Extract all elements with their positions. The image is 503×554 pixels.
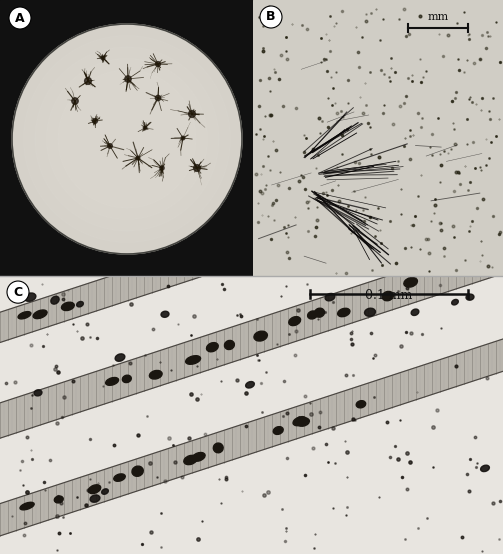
Text: cm: cm <box>19 10 36 20</box>
Text: mm: mm <box>428 12 449 22</box>
Ellipse shape <box>194 260 203 269</box>
Ellipse shape <box>254 331 268 341</box>
Ellipse shape <box>90 495 100 502</box>
Circle shape <box>7 281 29 303</box>
Ellipse shape <box>114 474 125 481</box>
Ellipse shape <box>76 301 83 307</box>
Ellipse shape <box>106 377 119 386</box>
Ellipse shape <box>308 311 317 319</box>
Circle shape <box>160 166 164 170</box>
Circle shape <box>155 95 160 101</box>
Ellipse shape <box>33 310 47 319</box>
Ellipse shape <box>415 182 428 189</box>
Text: B: B <box>266 11 276 23</box>
Circle shape <box>9 7 31 29</box>
Ellipse shape <box>161 311 169 317</box>
Ellipse shape <box>289 317 301 326</box>
Ellipse shape <box>24 293 36 301</box>
Text: A: A <box>15 12 25 24</box>
Circle shape <box>72 98 78 104</box>
Ellipse shape <box>122 375 131 383</box>
Ellipse shape <box>466 294 474 300</box>
Ellipse shape <box>280 225 293 235</box>
Ellipse shape <box>415 188 425 196</box>
Ellipse shape <box>224 340 234 350</box>
Circle shape <box>101 56 105 60</box>
Ellipse shape <box>314 308 324 317</box>
Circle shape <box>189 111 196 117</box>
Circle shape <box>93 119 98 124</box>
Circle shape <box>125 76 131 82</box>
Ellipse shape <box>115 354 125 361</box>
Ellipse shape <box>149 371 162 379</box>
Ellipse shape <box>196 257 206 265</box>
Ellipse shape <box>338 308 350 317</box>
Ellipse shape <box>192 453 205 461</box>
Circle shape <box>155 61 160 66</box>
Ellipse shape <box>61 302 74 311</box>
Polygon shape <box>0 238 503 438</box>
Ellipse shape <box>419 181 434 191</box>
Ellipse shape <box>102 489 108 494</box>
Ellipse shape <box>399 189 412 197</box>
Ellipse shape <box>231 246 240 253</box>
Polygon shape <box>0 339 503 536</box>
Ellipse shape <box>89 485 101 494</box>
Ellipse shape <box>293 417 306 425</box>
Ellipse shape <box>481 465 489 471</box>
Circle shape <box>85 78 92 84</box>
Ellipse shape <box>207 342 218 352</box>
Ellipse shape <box>51 296 59 304</box>
Circle shape <box>194 165 200 171</box>
Polygon shape <box>0 148 503 342</box>
Ellipse shape <box>297 418 309 426</box>
Circle shape <box>136 156 140 160</box>
Ellipse shape <box>204 255 213 265</box>
Ellipse shape <box>404 278 417 287</box>
Ellipse shape <box>356 401 366 408</box>
Circle shape <box>108 143 112 148</box>
Ellipse shape <box>411 309 419 315</box>
Ellipse shape <box>54 496 63 503</box>
Ellipse shape <box>452 299 458 305</box>
Circle shape <box>260 6 282 28</box>
Circle shape <box>12 24 242 254</box>
Ellipse shape <box>184 455 197 465</box>
Ellipse shape <box>365 308 375 316</box>
Ellipse shape <box>382 291 393 301</box>
Ellipse shape <box>186 356 201 365</box>
Ellipse shape <box>18 312 31 319</box>
Ellipse shape <box>245 382 255 388</box>
Text: 0.1 mm: 0.1 mm <box>365 289 412 302</box>
Ellipse shape <box>213 443 223 453</box>
Ellipse shape <box>34 390 42 396</box>
Ellipse shape <box>325 294 335 301</box>
Ellipse shape <box>132 466 143 476</box>
Text: C: C <box>14 286 23 299</box>
Circle shape <box>181 136 185 140</box>
Ellipse shape <box>20 502 34 510</box>
Circle shape <box>143 126 147 130</box>
Ellipse shape <box>273 427 283 434</box>
